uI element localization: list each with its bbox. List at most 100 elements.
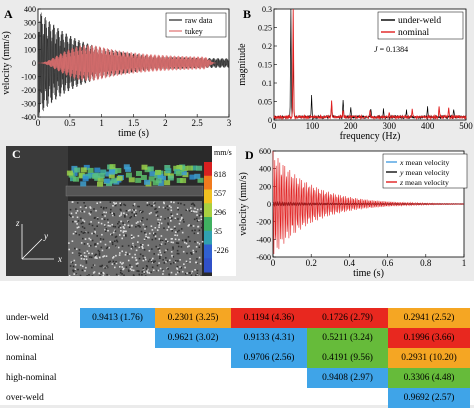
speckle-dot xyxy=(144,232,146,234)
speckle-dot xyxy=(146,265,148,267)
speckle-dot xyxy=(176,267,178,269)
velocity-field-patch xyxy=(94,173,100,178)
speckle-dot xyxy=(107,219,109,221)
speckle-dot xyxy=(114,267,116,269)
table-cell: 0.9413 (1.76) xyxy=(80,308,155,328)
speckle-dot xyxy=(155,227,157,229)
speckle-dot xyxy=(99,253,101,255)
speckle-dot xyxy=(115,255,117,257)
speckle-dot xyxy=(189,261,191,263)
speckle-dot xyxy=(120,205,122,207)
speckle-dot xyxy=(81,210,83,212)
speckle-dot xyxy=(79,249,81,251)
speckle-dot xyxy=(191,275,193,277)
y-tick-label: 0 xyxy=(32,59,36,68)
speckle-dot xyxy=(103,212,105,214)
speckle-dot xyxy=(141,212,143,214)
speckle-dot xyxy=(86,262,88,264)
speckle-dot xyxy=(145,275,147,276)
speckle-dot xyxy=(110,212,112,214)
legend-label-nominal: nominal xyxy=(398,28,429,38)
speckle-dot xyxy=(145,259,147,261)
speckle-dot xyxy=(182,219,184,221)
row-header: nominal xyxy=(4,348,80,368)
speckle-dot xyxy=(186,243,188,245)
speckle-dot xyxy=(157,223,159,225)
colorbar-tick-label: 296 xyxy=(214,208,226,217)
speckle-dot xyxy=(99,251,101,253)
velocity-field-patch xyxy=(141,175,147,180)
x-tick-label: 300 xyxy=(382,121,396,131)
speckle-dot xyxy=(196,218,198,220)
speckle-dot xyxy=(169,217,171,219)
speckle-dot xyxy=(196,214,198,216)
speckle-dot xyxy=(158,224,160,226)
speckle-dot xyxy=(125,235,127,237)
velocity-field-patch xyxy=(125,167,131,172)
speckle-dot xyxy=(177,207,179,209)
speckle-dot xyxy=(133,274,135,276)
speckle-dot xyxy=(80,255,82,257)
speckle-dot xyxy=(72,216,74,218)
x-tick-label: 0.8 xyxy=(420,258,432,268)
velocity-field-patch xyxy=(97,182,103,187)
speckle-dot xyxy=(146,271,148,273)
speckle-dot xyxy=(199,257,201,259)
speckle-dot xyxy=(147,205,149,207)
speckle-dot xyxy=(84,221,86,223)
speckle-dot xyxy=(72,240,74,242)
speckle-dot xyxy=(147,202,149,204)
speckle-dot xyxy=(131,236,133,238)
speckle-dot xyxy=(174,228,176,230)
speckle-dot xyxy=(99,254,101,256)
colorbar-segment xyxy=(204,162,212,176)
speckle-dot xyxy=(116,240,118,242)
speckle-dot xyxy=(197,232,199,234)
speckle-dot xyxy=(189,258,191,260)
speckle-dot xyxy=(89,245,91,247)
speckle-dot xyxy=(137,225,139,227)
speckle-dot xyxy=(167,229,169,231)
y-tick-label: 0.05 xyxy=(258,98,272,107)
speckle-dot xyxy=(126,214,128,216)
speckle-dot xyxy=(68,249,70,251)
speckle-dot xyxy=(94,231,96,233)
speckle-dot xyxy=(101,234,103,236)
speckle-dot xyxy=(84,252,86,254)
speckle-dot xyxy=(142,255,144,257)
speckle-dot xyxy=(91,257,93,259)
speckle-dot xyxy=(143,260,145,262)
speckle-dot xyxy=(181,228,183,230)
speckle-dot xyxy=(153,235,155,237)
speckle-dot xyxy=(165,238,167,240)
speckle-dot xyxy=(170,207,172,209)
speckle-dot xyxy=(75,208,77,210)
speckle-dot xyxy=(94,228,96,230)
speckle-dot xyxy=(131,235,133,237)
speckle-dot xyxy=(155,238,157,240)
speckle-dot xyxy=(158,270,160,272)
speckle-dot xyxy=(155,208,157,210)
x-tick-label: 0 xyxy=(272,121,277,131)
speckle-dot xyxy=(167,268,169,270)
table-cell: 0.4191 (9.56) xyxy=(307,348,388,368)
y-tick-label: 0.1 xyxy=(262,79,272,88)
speckle-dot xyxy=(162,273,164,275)
speckle-dot xyxy=(76,223,78,225)
speckle-dot xyxy=(193,225,195,227)
speckle-dot xyxy=(69,214,71,216)
speckle-dot xyxy=(167,209,169,211)
speckle-dot xyxy=(104,224,106,226)
speckle-dot xyxy=(81,231,83,233)
speckle-dot xyxy=(89,256,91,258)
speckle-dot xyxy=(160,252,162,254)
speckle-dot xyxy=(178,230,180,232)
speckle-dot xyxy=(177,260,179,262)
speckle-dot xyxy=(128,221,130,223)
velocity-field-patch xyxy=(180,178,186,183)
velocity-field-patch xyxy=(81,167,87,172)
speckle-dot xyxy=(79,255,81,257)
speckle-dot xyxy=(171,272,173,274)
speckle-dot xyxy=(93,272,95,274)
